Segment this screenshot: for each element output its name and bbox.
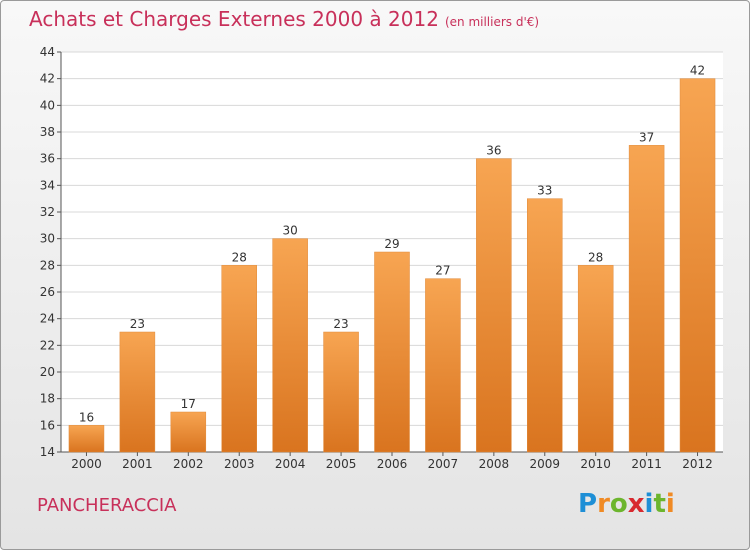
x-tick-label-2010: 2010 <box>580 457 611 471</box>
bar-layer <box>68 78 716 453</box>
x-tick-label-2008: 2008 <box>479 457 510 471</box>
data-label-2012: 42 <box>690 64 705 78</box>
logo-letter: i <box>644 489 654 519</box>
data-label-2001: 23 <box>130 317 145 331</box>
y-tick-label: 44 <box>40 45 55 59</box>
logo-letter: r <box>597 489 610 519</box>
y-tick-label: 28 <box>40 258 55 272</box>
data-label-2010: 28 <box>588 250 603 264</box>
data-label-2004: 30 <box>283 224 298 238</box>
label-layer: 16 23 17 28 30 23 29 27 36 33 28 37 42 <box>79 64 705 425</box>
chart-subtitle: (en milliers d'€) <box>444 15 540 29</box>
y-tick-label: 26 <box>40 285 55 299</box>
logo-letter: P <box>578 489 598 519</box>
x-tick-label-2001: 2001 <box>122 457 153 471</box>
bar-2010 <box>577 265 614 453</box>
bar-2007 <box>425 278 461 453</box>
y-tick-label: 34 <box>40 178 55 192</box>
bar-2001 <box>119 331 156 453</box>
bar-2003 <box>221 265 257 453</box>
y-tick-label: 30 <box>40 232 55 246</box>
x-tick-label-2007: 2007 <box>428 457 459 471</box>
data-label-2006: 29 <box>384 237 399 251</box>
x-tick-label-2003: 2003 <box>224 457 255 471</box>
proxiti-logo: Proxiti <box>578 489 675 519</box>
y-tick-label: 32 <box>40 205 55 219</box>
data-label-2008: 36 <box>486 144 501 158</box>
y-tick-label: 36 <box>40 152 55 166</box>
y-tick-label: 16 <box>40 418 55 432</box>
bar-2004 <box>272 238 308 453</box>
y-tick-label: 24 <box>40 312 55 326</box>
x-tick-label-2000: 2000 <box>71 457 102 471</box>
y-tick-label: 14 <box>40 445 55 459</box>
bar-2005 <box>323 331 359 453</box>
bar-2000 <box>68 425 105 453</box>
bar-2006 <box>374 251 410 453</box>
x-tick-label-2004: 2004 <box>275 457 306 471</box>
data-label-2011: 37 <box>639 130 654 144</box>
bar-2011 <box>628 145 665 453</box>
x-tick-label-2011: 2011 <box>631 457 662 471</box>
data-label-2000: 16 <box>79 410 94 424</box>
data-label-2005: 23 <box>333 317 348 331</box>
y-tick-label: 38 <box>40 125 55 139</box>
chart-title-text: Achats et Charges Externes 2000 à 2012 <box>29 7 439 31</box>
x-tick-label-2006: 2006 <box>377 457 408 471</box>
bar-2002 <box>170 411 207 453</box>
logo-letter: t <box>653 489 666 519</box>
data-label-2002: 17 <box>181 397 196 411</box>
x-tick-label-2002: 2002 <box>173 457 204 471</box>
data-label-2009: 33 <box>537 184 552 198</box>
data-label-2003: 28 <box>232 250 247 264</box>
y-tick-label: 42 <box>40 72 55 86</box>
bar-2008 <box>476 158 512 453</box>
y-tick-label: 18 <box>40 392 55 406</box>
x-tick-label-2005: 2005 <box>326 457 357 471</box>
x-tick-label-2012: 2012 <box>682 457 713 471</box>
bar-2009 <box>527 198 563 453</box>
logo-letter: i <box>665 489 675 519</box>
y-tick-label: 40 <box>40 98 55 112</box>
chart-title: Achats et Charges Externes 2000 à 2012 (e… <box>29 7 539 31</box>
commune-name: PANCHERACCIA <box>37 495 177 516</box>
y-tick-label: 20 <box>40 365 55 379</box>
data-label-2007: 27 <box>435 264 450 278</box>
logo-letter: x <box>627 489 645 519</box>
x-tick-label-2009: 2009 <box>529 457 560 471</box>
logo-letter: o <box>609 489 628 519</box>
y-tick-label: 22 <box>40 338 55 352</box>
bar-2012 <box>679 78 716 453</box>
